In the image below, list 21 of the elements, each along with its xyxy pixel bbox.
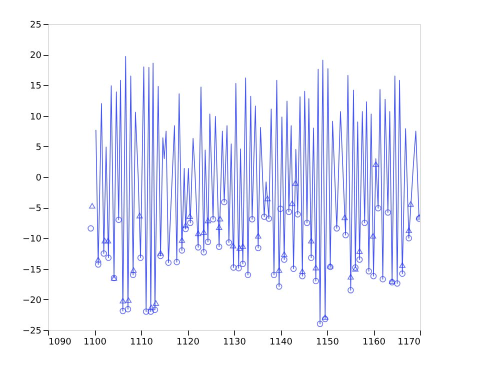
x-tick-label: 1090: [48, 338, 72, 348]
x-tick-label: 1140: [270, 338, 293, 348]
x-tick-label: 1160: [362, 338, 386, 348]
x-tick-label: 1110: [130, 338, 154, 348]
y-tick-label: −10: [22, 234, 42, 245]
x-tick-label: 1120: [176, 338, 200, 348]
x-tick-label: 1170: [398, 338, 421, 348]
line-series: [95, 56, 420, 324]
y-tick-label: 20: [30, 51, 42, 62]
y-tick-label: −15: [22, 265, 42, 276]
x-tick-label: 1150: [316, 338, 340, 348]
x-tick-label: 1130: [223, 338, 246, 348]
y-tick-label: 0: [36, 174, 42, 184]
y-tick-label: −5: [28, 204, 42, 214]
y-tick-label: 25: [30, 20, 42, 30]
y-tick-label: 15: [30, 82, 42, 92]
x-tick-label: 1100: [84, 338, 107, 348]
y-tick-label: −25: [22, 326, 42, 336]
y-tick-label: 5: [36, 142, 42, 153]
y-tick-label: −20: [22, 296, 42, 306]
y-tick-label: 10: [30, 112, 42, 122]
